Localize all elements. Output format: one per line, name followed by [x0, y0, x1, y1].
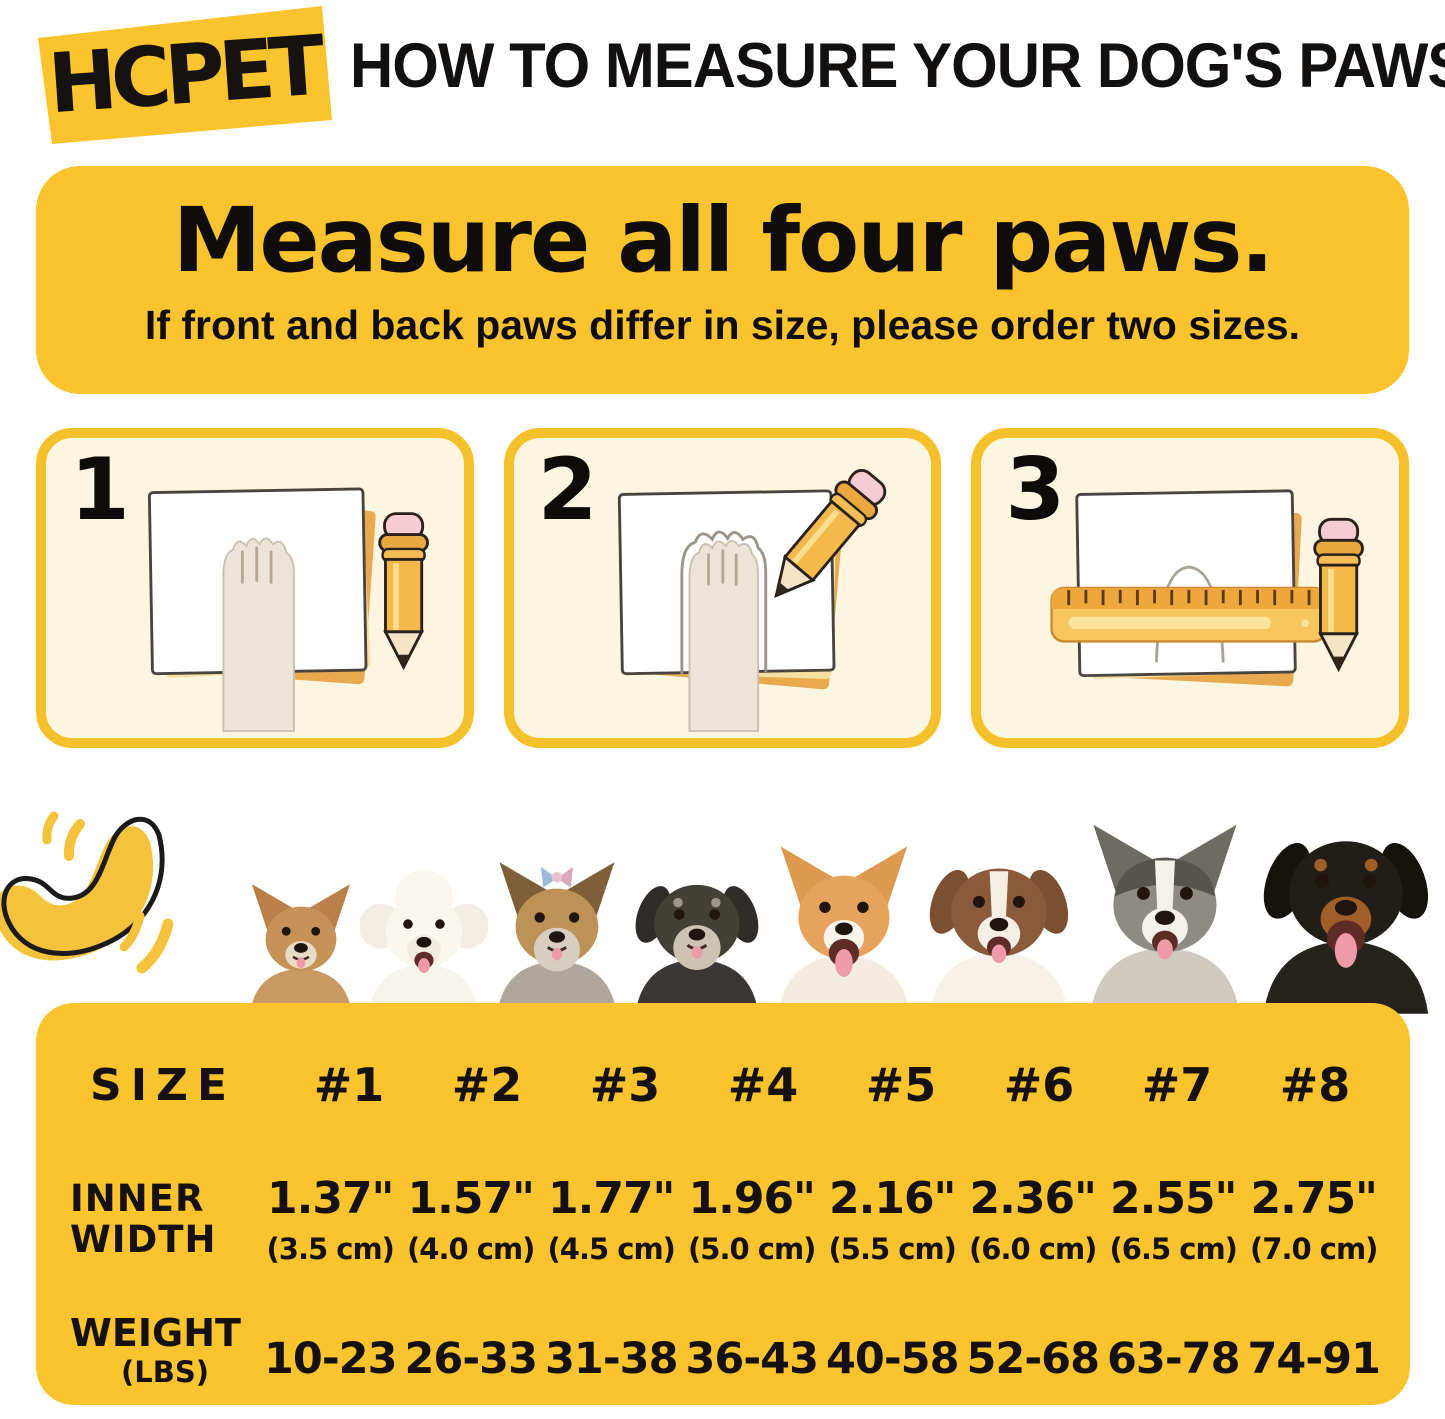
step-3-illustration-measure-ruler: [1050, 489, 1365, 687]
pencil-icon: [773, 469, 886, 599]
weight-cell: 63-78: [1106, 1334, 1241, 1384]
step-1-number: 1: [70, 440, 130, 540]
how-to-steps: 1 2: [36, 428, 1410, 748]
step-card-1: 1: [36, 428, 474, 748]
inner-width-cm: (6.0 cm): [969, 1231, 1097, 1266]
weight-cell: 10-23: [263, 1334, 398, 1384]
inner-width-inches: 1.96": [688, 1172, 816, 1224]
inner-width-cell: 2.36" (6.0 cm): [963, 1173, 1104, 1266]
inner-width-cm: (4.0 cm): [407, 1231, 535, 1266]
banner-subline: If front and back paws differ in size, p…: [144, 302, 1301, 348]
size-cell: #1: [313, 1058, 385, 1112]
inner-width-cell: 2.75" (7.0 cm): [1244, 1173, 1385, 1266]
inner-width-inches: 2.55": [1110, 1172, 1237, 1224]
dog-photo-shiba-inu: [777, 846, 910, 1014]
size-chart-panel: SIZE #1 #2 #3 #4 #5 #6 #7 #8 INNER WIDTH 1.37" …: [36, 1003, 1410, 1405]
size-cell: #8: [1279, 1058, 1351, 1112]
weight-row-label: WEIGHT (LBS): [70, 1311, 260, 1389]
brand-logo-text: HCPET: [45, 18, 328, 132]
weight-label-line2: (LBS): [121, 1355, 209, 1389]
dog-photo-yorkshire-terrier: [496, 862, 617, 1014]
size-cell: #6: [1003, 1058, 1075, 1112]
inner-width-inches: 1.57": [407, 1172, 535, 1224]
step-2-number: 2: [537, 440, 598, 540]
size-cell: #4: [727, 1058, 799, 1112]
inner-width-inches: 1.77": [548, 1172, 675, 1224]
inner-width-cm: (5.5 cm): [828, 1231, 957, 1266]
step-1-illustration-paw-on-paper: [147, 487, 429, 732]
dog-photo-bichon-frise: [359, 869, 488, 1014]
size-cell: #3: [589, 1058, 661, 1112]
weight-row-values: 10-23 26-33 31-38 36-43 40-58 52-68 63-78 74-91: [260, 1316, 1384, 1384]
inner-width-cm: (6.5 cm): [1109, 1231, 1238, 1266]
weight-cell: 52-68: [966, 1334, 1100, 1384]
step-3-number: 3: [1005, 440, 1066, 540]
inner-width-cell: 1.96" (5.0 cm): [682, 1173, 823, 1266]
inner-width-cm: (5.0 cm): [688, 1231, 816, 1266]
inner-width-row-label: INNER WIDTH: [70, 1176, 260, 1261]
dog-photo-alaskan-malamute: [1090, 824, 1240, 1014]
weight-cell: 74-91: [1247, 1334, 1381, 1384]
dog-photo-rottweiler: [1263, 841, 1429, 1014]
weight-cell: 40-58: [825, 1334, 960, 1384]
pencil-icon: [1313, 517, 1365, 673]
weight-cell: 31-38: [544, 1334, 679, 1384]
step-card-3: 3: [971, 428, 1410, 748]
step-card-2: 2: [503, 428, 942, 748]
pencil-icon: [378, 512, 429, 671]
inner-width-cell: 2.16" (5.5 cm): [822, 1173, 963, 1266]
squiggle-decoration-icon: [0, 811, 174, 974]
dog-photo-australian-shepherd: [930, 868, 1069, 1014]
inner-width-cm: (3.5 cm): [266, 1231, 395, 1266]
ruler-icon: [1050, 586, 1328, 643]
inner-width-row-values: 1.37" (3.5 cm) 1.57" (4.0 cm) 1.77" (4.5…: [260, 1173, 1384, 1266]
inner-width-label-line1: INNER: [70, 1176, 205, 1220]
brand-logo-shape: HCPET: [38, 6, 332, 144]
step-2-illustration-trace-paw: [617, 469, 886, 732]
size-cell: #7: [1141, 1058, 1213, 1112]
weight-row: WEIGHT (LBS) 10-23 26-33 31-38 36-43 40-58 52…: [36, 1301, 1410, 1399]
size-row-label: SIZE: [90, 1059, 237, 1111]
inner-width-cell: 1.77" (4.5 cm): [541, 1173, 682, 1266]
measure-banner: Measure all four paws. If front and back…: [36, 166, 1409, 394]
inner-width-inches: 2.75": [1250, 1172, 1378, 1224]
inner-width-inches: 1.37": [267, 1172, 394, 1224]
size-cell: #5: [865, 1058, 937, 1112]
size-row-values: #1 #2 #3 #4 #5 #6 #7 #8: [280, 1058, 1384, 1112]
dog-photo-chihuahua: [249, 884, 353, 1014]
inner-width-label-line2: WIDTH: [70, 1218, 217, 1261]
inner-width-cm: (4.5 cm): [547, 1231, 676, 1266]
inner-width-cm: (7.0 cm): [1250, 1231, 1378, 1266]
inner-width-inches: 2.16": [829, 1172, 956, 1224]
inner-width-inches: 2.36": [969, 1172, 1097, 1224]
weight-cell: 36-43: [685, 1334, 819, 1384]
page-title: HOW TO MEASURE YOUR DOG'S PAWS: [350, 31, 1445, 101]
dog-breeds-strip: [0, 778, 1445, 1014]
banner-headline: Measure all four paws.: [172, 188, 1275, 292]
dog-photo-miniature-schnauzer: [635, 884, 759, 1014]
inner-width-cell: 1.37" (3.5 cm): [260, 1173, 401, 1266]
weight-label-line1: WEIGHT: [70, 1311, 241, 1355]
weight-cell: 26-33: [404, 1334, 538, 1384]
size-row: SIZE #1 #2 #3 #4 #5 #6 #7 #8: [36, 1053, 1410, 1117]
inner-width-cell: 1.57" (4.0 cm): [401, 1173, 542, 1266]
size-cell: #2: [451, 1058, 523, 1112]
dogs-row: [242, 792, 1441, 1014]
brand-logo: HCPET: [34, 4, 336, 146]
inner-width-cell: 2.55" (6.5 cm): [1103, 1173, 1244, 1266]
inner-width-row: INNER WIDTH 1.37" (3.5 cm) 1.57" (4.0 cm…: [36, 1167, 1410, 1271]
